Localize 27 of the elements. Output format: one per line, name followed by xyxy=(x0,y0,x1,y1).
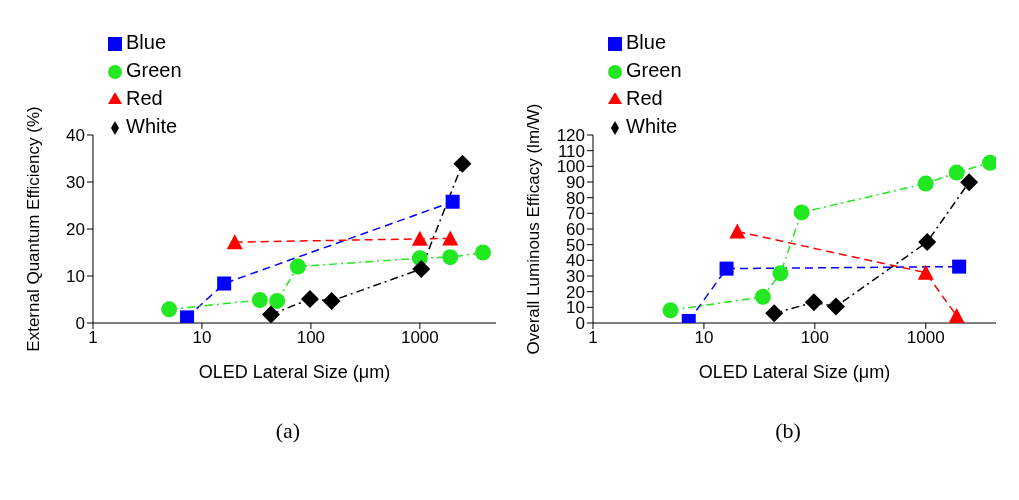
legend-label: Red xyxy=(126,87,163,109)
legend-label: Blue xyxy=(626,31,667,53)
text: (b) xyxy=(774,418,802,444)
text: (a) xyxy=(274,418,302,444)
x-axis-title: OLED Lateral Size (μm) xyxy=(198,362,391,382)
x-tick-label: 1000 xyxy=(400,328,439,348)
x-tick-label: 1000 xyxy=(906,328,945,348)
legend-label: Blue xyxy=(126,31,167,53)
legend-label: White xyxy=(626,115,678,137)
x-tick-label: 10 xyxy=(192,328,212,348)
legend-label: Green xyxy=(126,59,182,81)
x-tick-label: 1 xyxy=(588,328,598,348)
x-tick-label: 1 xyxy=(88,328,98,348)
x-tick-label: 100 xyxy=(296,328,326,348)
x-axis-title: OLED Lateral Size (μm) xyxy=(698,362,891,382)
legend-label: Red xyxy=(626,87,663,109)
y-tick-label: 0 xyxy=(75,314,85,334)
y-tick-label: 10 xyxy=(66,267,85,287)
x-tick-label: 100 xyxy=(800,328,830,348)
y-tick-label: 20 xyxy=(66,220,85,240)
y-tick-label: 40 xyxy=(66,126,85,146)
y-tick-label: 30 xyxy=(66,173,85,193)
legend-label: Green xyxy=(626,59,682,81)
y-axis-title: External Quantum Efficiency (%) xyxy=(24,106,44,352)
y-axis-title: Overall Luminous Efficacy (lm/W) xyxy=(524,103,544,355)
legend-label: White xyxy=(126,115,178,137)
x-tick-label: 10 xyxy=(694,328,714,348)
